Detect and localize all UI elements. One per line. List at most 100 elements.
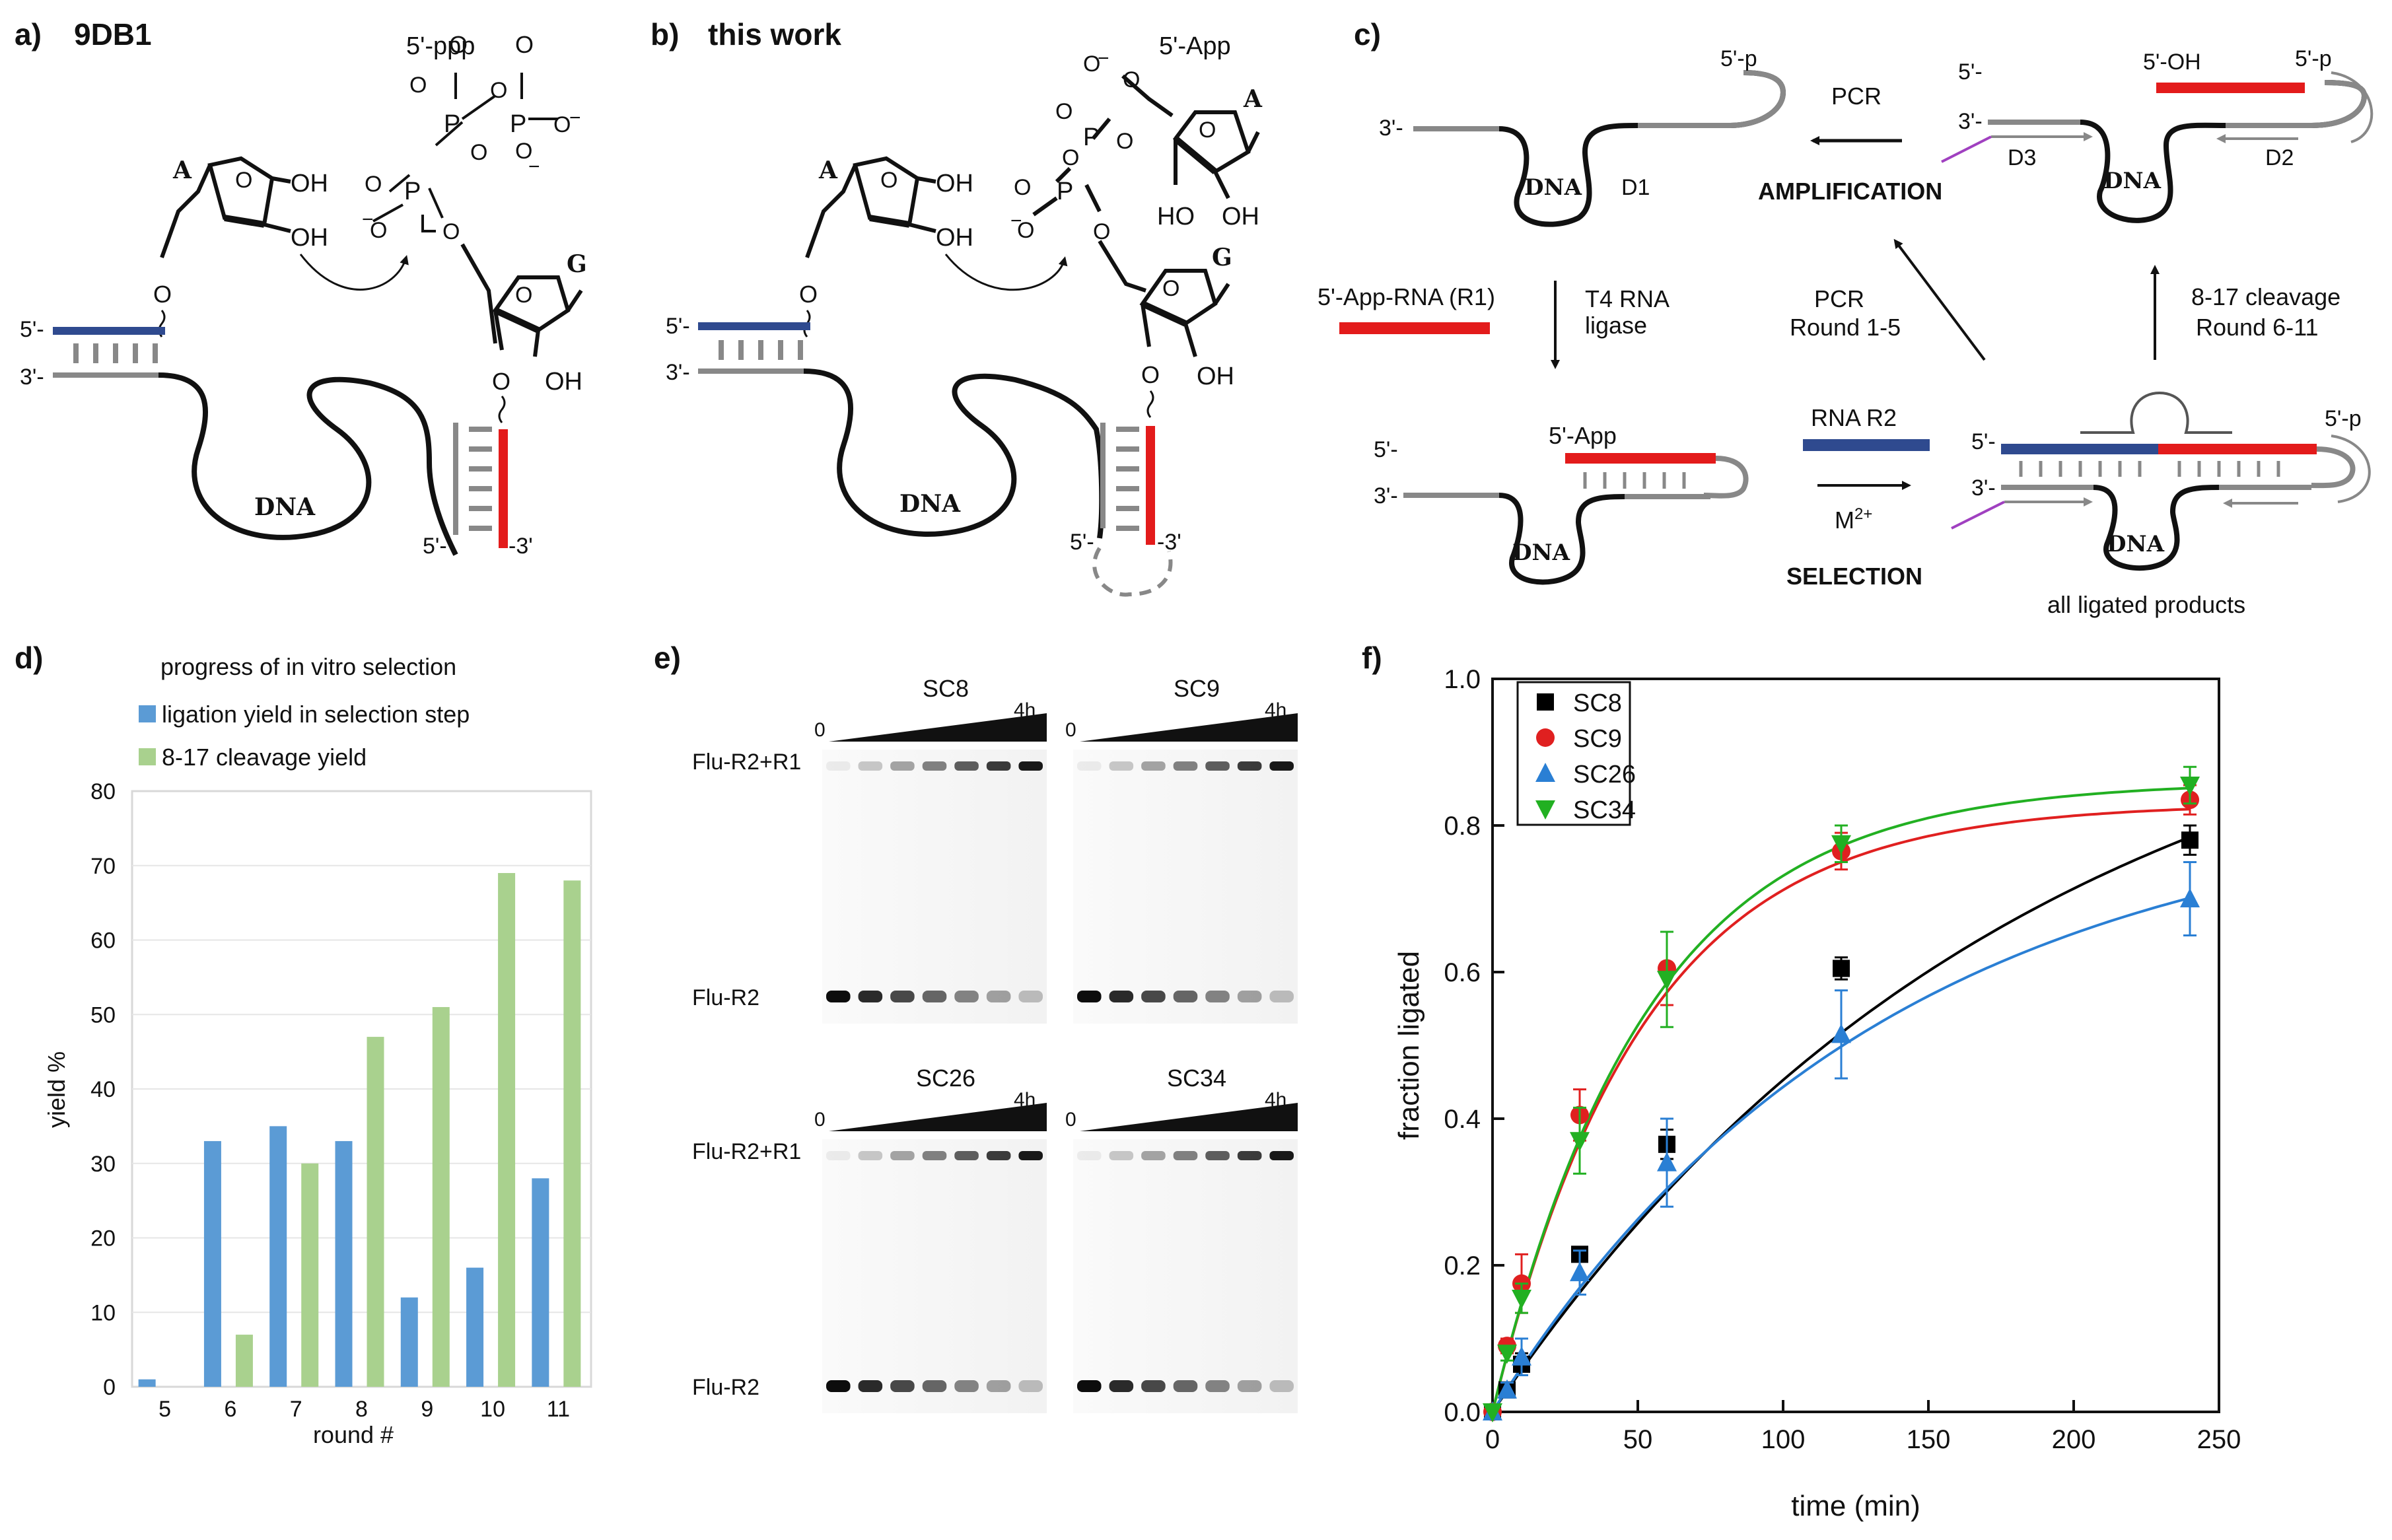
gel-bottom-band <box>890 991 915 1002</box>
p2: P <box>510 110 526 138</box>
svg-text:−: − <box>362 209 374 230</box>
gel-top-band <box>986 761 1011 771</box>
svg-text:O: O <box>370 218 387 243</box>
b-base-a2: A <box>1243 85 1263 113</box>
b-dna: DNA <box>899 490 961 518</box>
gel-title: SC9 <box>1174 675 1220 702</box>
m2-label: M2+ <box>1835 505 1872 534</box>
scatter-ytick-label: 0.4 <box>1444 1105 1481 1134</box>
b-bot5: 5'- <box>1070 530 1094 555</box>
panel-c-label: c) <box>1354 17 1381 52</box>
amplification-label: AMPLIFICATION <box>1758 178 1942 205</box>
gel-top-band-label: Flu-R2+R1 <box>692 750 801 775</box>
legend-marker-sc34 <box>1535 800 1555 820</box>
b-oh-2: OH <box>936 224 973 252</box>
gel-top-band <box>922 1151 947 1160</box>
legend-label-sc8: SC8 <box>1573 689 1622 717</box>
br-5: 5'- <box>1971 429 1996 454</box>
gel-top-band <box>1018 761 1043 771</box>
d3-label: D3 <box>2008 145 2036 170</box>
panel-b-label: b) <box>651 17 679 52</box>
legend-marker-sc26 <box>1535 763 1555 782</box>
gel-bottom-band <box>1173 991 1198 1002</box>
dna-loop <box>158 372 458 556</box>
b-oh-4: OH <box>1197 363 1234 390</box>
upper-ribose <box>160 156 291 259</box>
gel-bottom-band <box>1018 991 1043 1002</box>
gel-top-band <box>1077 1151 1102 1160</box>
panel-d: d) progress of in vitro selection ligati… <box>15 641 592 1448</box>
bar-xtick-label: 11 <box>547 1397 570 1422</box>
gel-title: SC34 <box>1167 1065 1226 1092</box>
point-sc26 <box>2180 888 2200 907</box>
scatter-ticks: 0 50 100 150 200 250 0.0 0.2 0.4 0.6 0.8 1.0 <box>1444 665 2241 1454</box>
point-sc34 <box>2180 776 2200 796</box>
point-sc34 <box>1483 1403 1502 1422</box>
a-end3: 3'- <box>20 365 44 390</box>
scatter-ytick-label: 0.8 <box>1444 812 1481 841</box>
point-sc26 <box>1657 1152 1677 1172</box>
gel-top-band <box>954 761 979 771</box>
panel-a-label: a) <box>15 17 42 52</box>
gel-top-band <box>922 761 947 771</box>
b-p1: P <box>1057 178 1073 205</box>
gel-wedge <box>1080 1103 1298 1131</box>
gel-top-band <box>1269 1151 1294 1160</box>
scatter-fits <box>1491 787 2191 1413</box>
scatter-xtick-label: 150 <box>1907 1425 1951 1454</box>
bar-ligation-11 <box>532 1178 549 1387</box>
d1-5p: 5'-p <box>1720 46 1757 71</box>
t4-label: T4 RNA <box>1585 285 1670 312</box>
bar-ytick-label: 20 <box>90 1226 116 1251</box>
round15-label: Round 1-5 <box>1790 314 1901 341</box>
oh-2: OH <box>291 224 328 252</box>
bar-cleavage-8 <box>367 1037 384 1387</box>
gel-bottom-band <box>1141 1380 1166 1392</box>
bar-xtick-label: 7 <box>290 1397 302 1422</box>
panel-e: e) SC804hFlu-R2+R1Flu-R2SC904hSC2604hFlu… <box>654 641 1298 1413</box>
bar-ytick-label: 10 <box>90 1300 116 1325</box>
bar-xlabel: round # <box>313 1421 394 1448</box>
point-sc8 <box>2181 831 2199 849</box>
panel-c: c) 3'- 5'-p DNA D1 PCR AMPLIFICATION 5'-… <box>1318 17 2374 618</box>
svg-text:O: O <box>1116 129 1133 154</box>
br-3: 3'- <box>1971 475 1996 501</box>
gel-top-band <box>1205 761 1230 771</box>
p1: P <box>404 178 421 205</box>
b-bot3: -3' <box>1157 530 1181 555</box>
gel-background <box>822 750 1047 1024</box>
bar-ytick-label: 50 <box>90 1002 116 1028</box>
svg-text:O: O <box>1199 118 1216 143</box>
bar-xtick-label: 5 <box>158 1397 171 1422</box>
ring-o: O <box>235 168 252 193</box>
gel-bottom-band <box>954 1380 979 1392</box>
scatter-xtick-label: 50 <box>1623 1425 1653 1454</box>
gel-bottom-band <box>1237 991 1262 1002</box>
bar-ligation-8 <box>335 1140 353 1387</box>
b-base-a: A <box>818 157 838 184</box>
gel-bottom-band <box>1141 991 1166 1002</box>
gel-top-band <box>1141 1151 1166 1160</box>
bar-ylabel: yield % <box>43 1051 70 1128</box>
legend-swatch-ligation <box>139 705 156 722</box>
svg-text:O: O <box>1083 52 1100 77</box>
blue-strand <box>53 327 165 335</box>
d1-3: 3'- <box>1379 116 1403 141</box>
gel-bottom-band <box>1109 991 1134 1002</box>
gel-bottom-band <box>1109 1380 1134 1392</box>
gel-bottom-band <box>1205 1380 1230 1392</box>
point-sc26 <box>1497 1379 1517 1399</box>
gel-background <box>822 1139 1047 1413</box>
point-sc26 <box>1570 1262 1590 1282</box>
gel-title: SC26 <box>916 1065 975 1092</box>
gel-wedge <box>1080 713 1298 742</box>
gel-top-band <box>1237 1151 1262 1160</box>
gel-title: SC8 <box>923 675 969 702</box>
svg-text:O: O <box>515 283 532 308</box>
br-5p: 5'-p <box>2325 406 2362 431</box>
point-sc26 <box>1831 1024 1851 1043</box>
pcr2-label: PCR <box>1814 285 1864 312</box>
pcr-label: PCR <box>1831 83 1882 110</box>
